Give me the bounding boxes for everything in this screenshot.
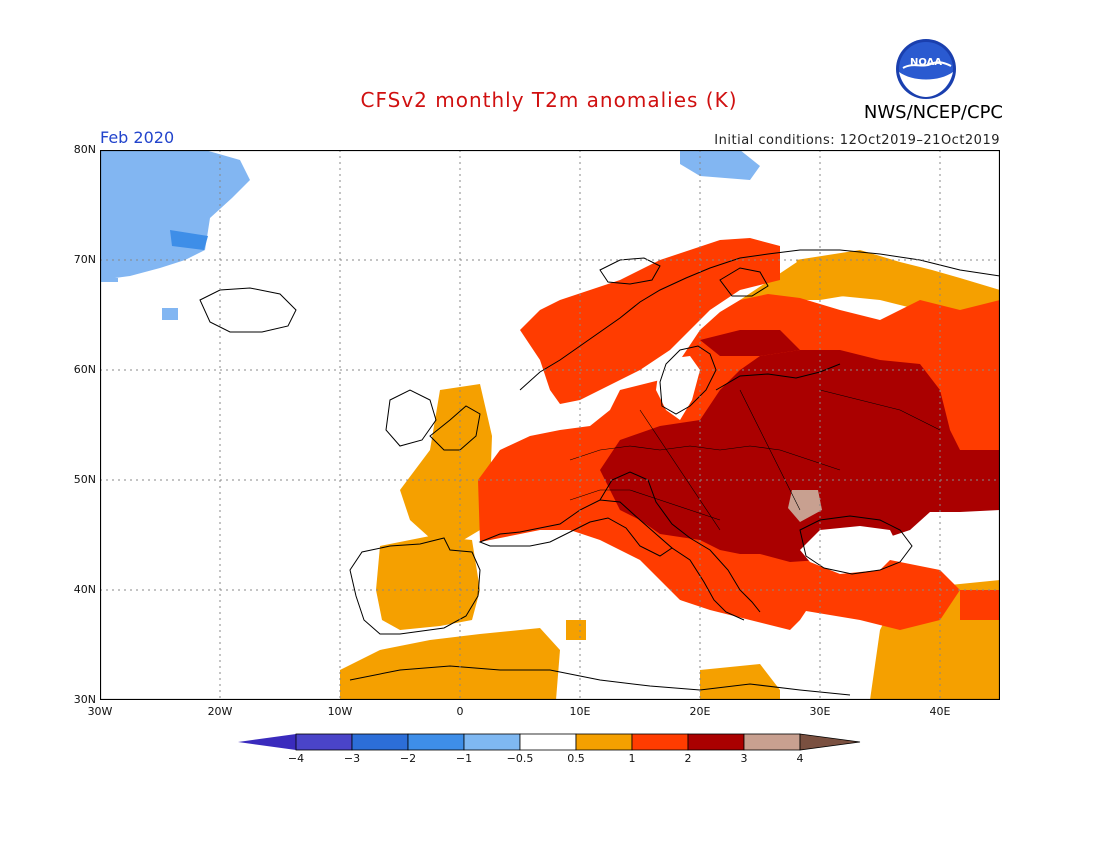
organization-label: NWS/NCEP/CPC (863, 102, 1003, 123)
colorbar (238, 733, 861, 751)
forecast-month: Feb 2020 (100, 128, 175, 147)
colorbar-label: −1 (455, 752, 473, 765)
mediterranean-sea (540, 560, 850, 670)
noaa-logo: NOAA (895, 38, 957, 100)
lon-label-10e: 10E (569, 705, 591, 718)
country-borders (569, 389, 941, 531)
lon-label-30e: 30E (809, 705, 831, 718)
colorbar-label: −0.5 (506, 752, 534, 765)
map-frame (100, 150, 1000, 700)
colorbar-label: −4 (287, 752, 305, 765)
colorbar-label: 3 (740, 752, 748, 765)
colorbar-label: −3 (343, 752, 361, 765)
svg-text:NOAA: NOAA (910, 57, 942, 68)
graticule (100, 150, 1000, 700)
coastlines (199, 249, 1000, 696)
baltic-sea (656, 356, 700, 420)
lat-label-40n: 40N (73, 583, 96, 596)
colorbar-arrow-max (799, 733, 861, 751)
lon-label-0: 0 (456, 705, 464, 718)
lat-label-80n: 80N (73, 143, 96, 156)
colorbar-label: 1 (628, 752, 636, 765)
colorbar-arrow-min (238, 734, 296, 750)
lat-label-70n: 70N (73, 253, 96, 266)
anomaly-map (100, 150, 1000, 700)
lon-label-20w: 20W (207, 705, 233, 718)
colorbar-label: 4 (796, 752, 804, 765)
warm-anomaly-4k (788, 490, 822, 522)
lon-label-10w: 10W (327, 705, 353, 718)
lat-label-50n: 50N (73, 473, 96, 486)
colorbar-label: −2 (399, 752, 417, 765)
initial-conditions: Initial conditions: 12Oct2019–21Oct2019 (714, 133, 1000, 148)
lat-label-30n: 30N (73, 693, 96, 706)
black-sea (800, 526, 900, 574)
colorbar-label: 0.5 (567, 752, 585, 765)
lon-label-20e: 20E (689, 705, 711, 718)
lon-label-40e: 40E (929, 705, 951, 718)
lon-label-30w: 30W (87, 705, 113, 718)
chart-title: CFSv2 monthly T2m anomalies (K) (360, 88, 738, 112)
lat-label-60n: 60N (73, 363, 96, 376)
colorbar-label: 2 (684, 752, 692, 765)
warm-anomaly-3k (600, 330, 1000, 562)
